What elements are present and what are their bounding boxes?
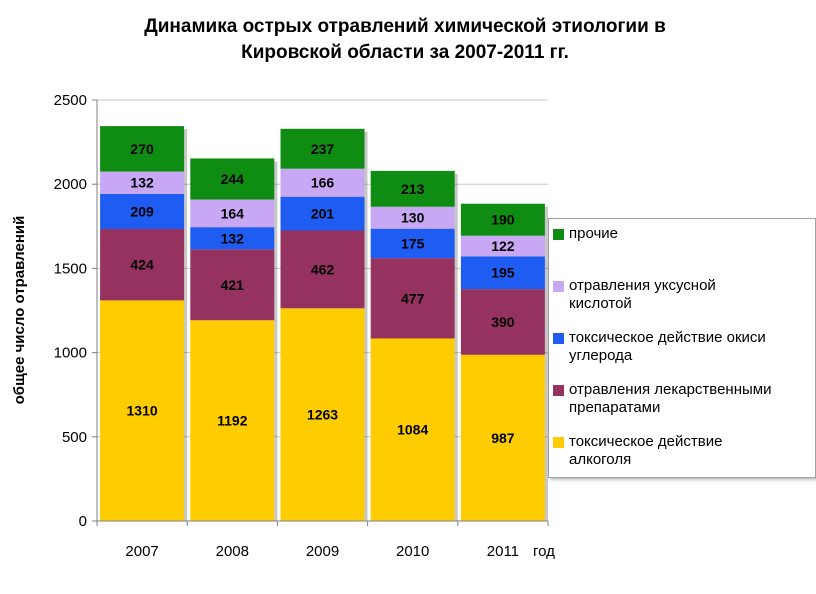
- data-label: 164: [221, 205, 245, 221]
- bar-segment-co-2009: [280, 196, 365, 231]
- legend-label-line: прочие: [569, 225, 619, 242]
- legend-label-line: токсическое действие окиси: [569, 329, 766, 346]
- y-axis-label: общее число отравлений: [11, 216, 28, 405]
- bar-segment-alko-2008: [190, 320, 275, 521]
- data-label: 132: [130, 175, 154, 191]
- data-label: 201: [311, 206, 335, 222]
- x-tick-label: 2008: [216, 543, 249, 560]
- bar-segment-prochie-2010: [370, 170, 455, 207]
- bar-segment-alko-2010: [370, 338, 455, 521]
- bar-segment-uksus-2009: [280, 168, 365, 197]
- y-tick-label: 2000: [54, 176, 87, 193]
- legend-label: прочие: [569, 225, 816, 243]
- chart-title-line-1: Динамика острых отравлений химической эт…: [144, 16, 666, 37]
- data-label: 424: [130, 257, 154, 273]
- bar-segment-lek-2009: [280, 230, 365, 309]
- bar-segment-lek-2011: [460, 289, 545, 355]
- y-tick-label: 500: [62, 429, 87, 446]
- data-label: 166: [311, 175, 335, 191]
- bar-segment-co-2007: [100, 193, 185, 229]
- data-label: 1310: [127, 403, 158, 419]
- legend-label-line: отравления лекарственными: [569, 381, 772, 398]
- legend-label-line: отравления уксусной: [569, 277, 716, 294]
- bar-segment-co-2010: [370, 228, 455, 259]
- y-tick-label: 1000: [54, 345, 87, 362]
- legend-label-line: алкоголя: [569, 451, 632, 468]
- x-tick-label: 2009: [306, 543, 339, 560]
- bar-segment-uksus-2007: [100, 171, 185, 194]
- legend: прочие отравления уксусной кислотой токсиче…: [548, 218, 816, 478]
- bar-segment-co-2008: [190, 227, 275, 250]
- x-tick-label: 2010: [396, 543, 429, 560]
- data-label: 209: [130, 203, 154, 219]
- data-label: 213: [401, 181, 425, 197]
- legend-label-line: углерода: [569, 347, 633, 364]
- bar-segment-prochie-2007: [100, 126, 185, 172]
- x-tick-label: 2011: [487, 543, 519, 560]
- bars: 1310 424 209 132 270 1192 421 132 164 244 1263 462 2…: [100, 126, 548, 522]
- legend-label-line: кислотой: [569, 295, 632, 312]
- chart-title-line-2: Кировской области за 2007-2011 гг.: [241, 42, 569, 63]
- data-label: 130: [401, 210, 425, 226]
- bar-segment-prochie-2009: [280, 128, 365, 169]
- bar-group-2010: 1084 477 175 130 213: [370, 170, 458, 521]
- x-axis-unit: год: [533, 543, 555, 560]
- data-label: 1084: [397, 422, 428, 438]
- data-label: 244: [221, 171, 245, 187]
- bar-segment-alko-2009: [280, 308, 365, 521]
- y-tick-label: 0: [79, 513, 87, 530]
- bar-shadow: [364, 131, 368, 522]
- legend-swatch: [553, 437, 564, 448]
- data-label: 390: [491, 314, 515, 330]
- data-label: 237: [311, 141, 335, 157]
- x-tick-label: 2007: [125, 543, 158, 560]
- bar-shadow: [544, 206, 548, 521]
- bar-segment-uksus-2011: [460, 235, 545, 257]
- legend-label-line: токсическое действие: [569, 433, 723, 450]
- legend-label: отравления лекарственными препаратами: [569, 381, 816, 417]
- bar-segment-lek-2010: [370, 258, 455, 339]
- bar-segment-prochie-2008: [190, 158, 275, 200]
- legend-swatch: [553, 385, 564, 396]
- data-label: 190: [491, 212, 515, 228]
- bar-group-2007: 1310 424 209 132 270: [100, 126, 188, 522]
- legend-label: токсическое действие окиси углерода: [569, 329, 816, 365]
- data-label: 1263: [307, 407, 338, 423]
- data-label: 270: [130, 141, 154, 157]
- bar-group-2009: 1263 462 201 166 237: [280, 128, 368, 522]
- chart-title: Динамика острых отравлений химической эт…: [60, 14, 750, 66]
- bar-segment-lek-2008: [190, 249, 275, 321]
- data-label: 477: [401, 290, 425, 306]
- data-label: 421: [221, 277, 245, 293]
- data-label: 987: [491, 430, 515, 446]
- bar-segment-alko-2011: [460, 354, 545, 521]
- axes: 0 500 1000 1500 2000 2500 2007 2008 2009 2010 2011: [54, 92, 549, 560]
- bar-segment-uksus-2010: [370, 206, 455, 229]
- bar-segment-alko-2007: [100, 300, 185, 521]
- data-label: 1192: [217, 413, 248, 429]
- bar-segment-lek-2007: [100, 228, 185, 301]
- bar-segment-co-2011: [460, 256, 545, 290]
- legend-label: отравления уксусной кислотой: [569, 277, 816, 313]
- bar-shadow: [274, 161, 278, 521]
- bar-group-2011: 987 390 195 122 190: [460, 203, 548, 521]
- y-tick-label: 1500: [54, 260, 87, 277]
- legend-label-line: препаратами: [569, 399, 661, 416]
- legend-swatch: [553, 281, 564, 292]
- bar-segment-uksus-2008: [190, 199, 275, 228]
- legend-label: токсическое действие алкоголя: [569, 433, 816, 469]
- data-label: 175: [401, 235, 425, 251]
- data-label: 122: [491, 238, 515, 254]
- data-label: 195: [491, 265, 515, 281]
- bar-shadow: [184, 129, 188, 522]
- bar-group-2008: 1192 421 132 164 244: [190, 158, 278, 521]
- data-label: 462: [311, 261, 335, 277]
- legend-swatch: [553, 333, 564, 344]
- legend-swatch: [553, 229, 564, 240]
- y-tick-label: 2500: [54, 92, 87, 109]
- data-label: 132: [221, 230, 245, 246]
- bar-segment-prochie-2011: [460, 203, 545, 236]
- bar-shadow: [454, 173, 458, 521]
